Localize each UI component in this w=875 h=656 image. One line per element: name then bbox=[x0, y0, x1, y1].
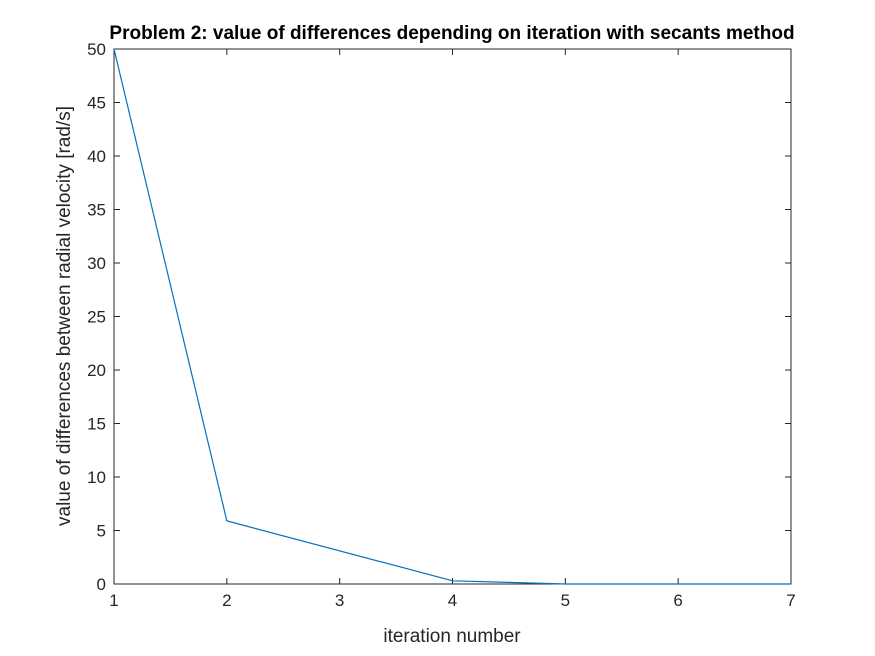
y-tick-label: 40 bbox=[87, 147, 106, 166]
x-tick-label: 5 bbox=[561, 591, 570, 610]
chart-title: Problem 2: value of differences dependin… bbox=[109, 23, 794, 44]
y-tick-label: 0 bbox=[97, 575, 106, 594]
x-tick-label: 6 bbox=[673, 591, 682, 610]
y-tick-label: 20 bbox=[87, 361, 106, 380]
x-tick-label: 4 bbox=[448, 591, 457, 610]
y-tick-label: 50 bbox=[87, 40, 106, 59]
x-tick-label: 3 bbox=[335, 591, 344, 610]
y-tick-label: 15 bbox=[87, 415, 106, 434]
x-axis-label: iteration number bbox=[383, 626, 521, 647]
y-tick-label: 30 bbox=[87, 254, 106, 273]
y-axis-label: value of differences between radial velo… bbox=[54, 106, 75, 526]
x-tick-label: 7 bbox=[786, 591, 795, 610]
series-line bbox=[113, 48, 791, 585]
y-tick-label: 5 bbox=[97, 522, 106, 541]
y-tick-label: 35 bbox=[87, 201, 106, 220]
x-tick-label: 1 bbox=[109, 591, 118, 610]
x-tick-label: 2 bbox=[222, 591, 231, 610]
y-tick-label: 25 bbox=[87, 308, 106, 327]
y-tick-label: 45 bbox=[87, 94, 106, 113]
y-tick-label: 10 bbox=[87, 468, 106, 487]
axes-box bbox=[113, 48, 792, 585]
